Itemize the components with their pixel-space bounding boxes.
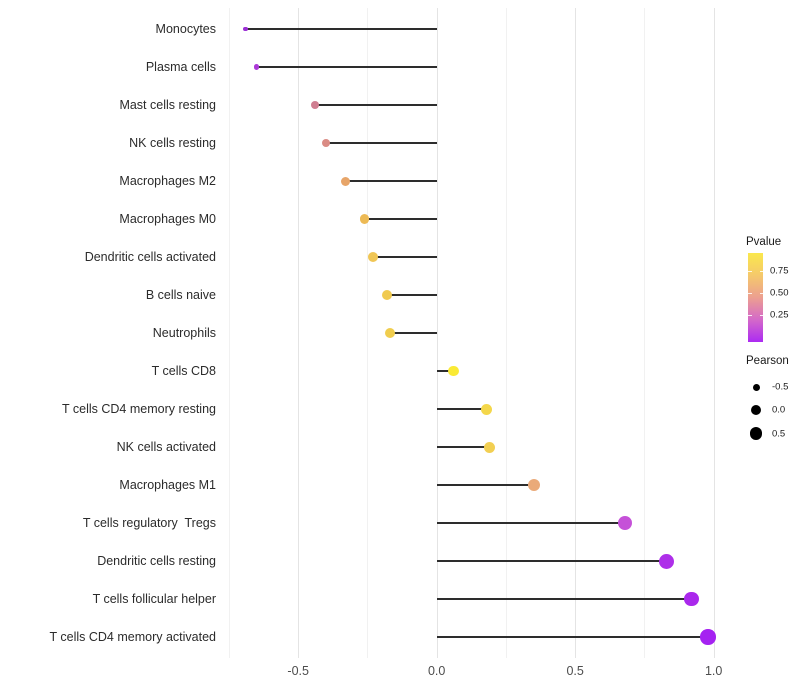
lollipop-stem	[436, 408, 487, 410]
data-point-macrophages-m1	[527, 479, 540, 491]
lollipop-stem	[364, 218, 437, 220]
lollipop-stem	[436, 484, 534, 486]
y-axis-label: NK cells activated	[116, 440, 216, 454]
pearson-legend-label: 0.5	[772, 428, 786, 440]
data-point-dendritic-cells-resting	[659, 553, 675, 569]
lollipop-stem	[436, 446, 490, 448]
pearson-legend-label: -0.5	[772, 381, 789, 393]
gridline-minor	[367, 8, 369, 658]
y-axis-label: Mast cells resting	[119, 98, 216, 112]
x-axis-tick-label: -0.5	[287, 664, 309, 678]
lollipop-stem	[386, 294, 437, 296]
colorbar-tick	[748, 293, 752, 295]
y-axis-label: Monocytes	[155, 22, 216, 36]
pearson-legend: Pearson -0.5 0.0 0.5	[746, 355, 800, 440]
lollipop-stem	[372, 256, 437, 258]
pvalue-legend-title: Pvalue	[746, 236, 782, 248]
data-point-macrophages-m0	[359, 214, 370, 224]
y-axis-label: T cells CD8	[151, 364, 216, 378]
lollipop-stem	[436, 598, 692, 600]
pvalue-legend: Pvalue 0.75 0.50 0.25	[746, 236, 800, 342]
data-point-plasma-cells	[253, 64, 260, 70]
data-point-neutrophils	[384, 328, 395, 338]
pearson-legend-label: 0.0	[772, 404, 786, 416]
pearson-legend-dot	[749, 427, 763, 440]
plot-panel	[223, 8, 731, 658]
data-point-monocytes	[243, 26, 248, 32]
gridline-minor	[644, 8, 646, 658]
data-point-dendritic-cells-activated	[367, 252, 378, 262]
colorbar-tick	[748, 314, 752, 316]
colorbar-tick-label: 0.75	[770, 265, 789, 277]
lollipop-stem	[256, 66, 437, 68]
lollipop-stem	[245, 28, 437, 30]
colorbar-tick-label: 0.50	[770, 287, 789, 299]
x-axis-tick-label: 0.0	[427, 664, 446, 678]
y-axis-label: T cells follicular helper	[92, 592, 216, 606]
lollipop-stem	[325, 142, 437, 144]
data-point-t-cells-cd8	[448, 365, 459, 377]
y-axis-label: Plasma cells	[145, 60, 216, 74]
pearson-legend-title: Pearson	[746, 355, 789, 367]
gridline-minor	[228, 8, 230, 658]
y-axis-label: Dendritic cells resting	[97, 554, 216, 568]
data-point-t-cells-cd4-memory-activated	[700, 629, 716, 645]
y-axis-label: Neutrophils	[152, 326, 216, 340]
data-point-t-cells-follicular-helper	[684, 591, 699, 607]
data-point-t-cells-cd4-memory-resting	[481, 403, 493, 415]
gridline-major	[713, 8, 715, 658]
data-point-t-cells-regulatory-tregs	[618, 516, 633, 530]
data-point-nk-cells-activated	[483, 441, 495, 453]
colorbar-tick	[759, 271, 763, 273]
pvalue-colorbar	[748, 253, 763, 342]
data-point-macrophages-m2	[340, 176, 350, 186]
gridline-major	[436, 8, 438, 658]
lollipop-stem	[436, 370, 454, 372]
lollipop-stem	[436, 560, 667, 562]
lollipop-stem	[436, 636, 709, 638]
data-point-nk-cells-resting	[321, 138, 331, 148]
y-axis-label: Macrophages M0	[119, 212, 216, 226]
y-axis-label: T cells CD4 memory resting	[62, 402, 216, 416]
x-axis-tick-label: 0.5	[566, 664, 584, 678]
colorbar-tick	[759, 314, 763, 316]
y-axis-label: NK cells resting	[129, 136, 216, 150]
gridline-major	[298, 8, 300, 658]
y-axis-label: T cells regulatory Tregs	[82, 516, 216, 530]
gridline-minor	[505, 8, 507, 658]
lollipop-stem	[436, 522, 626, 524]
y-axis-label: T cells CD4 memory activated	[49, 630, 217, 644]
colorbar-tick	[748, 271, 752, 273]
gridline-major	[575, 8, 577, 658]
colorbar-tick-label: 0.25	[770, 309, 789, 321]
pearson-legend-dot	[751, 405, 761, 416]
y-axis-label: Macrophages M1	[119, 478, 216, 492]
data-point-mast-cells-resting	[310, 101, 319, 109]
y-axis-label: B cells naive	[145, 288, 216, 302]
data-point-b-cells-naive	[381, 290, 392, 300]
lollipop-stem	[389, 332, 437, 334]
x-axis-tick-label: 1.0	[704, 664, 723, 678]
pvalue-gradient	[748, 253, 763, 342]
colorbar-tick	[759, 293, 763, 295]
pearson-legend-dot	[752, 383, 760, 391]
lollipop-stem	[314, 104, 437, 106]
y-axis-label: Macrophages M2	[119, 174, 216, 188]
y-axis-label: Dendritic cells activated	[84, 250, 216, 264]
lollipop-stem	[345, 180, 437, 182]
